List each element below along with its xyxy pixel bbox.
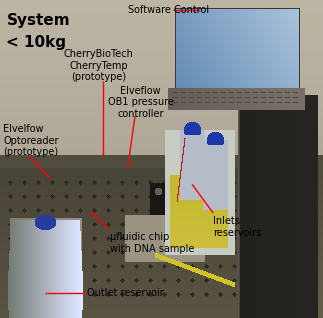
- Text: < 10kg: < 10kg: [6, 35, 67, 50]
- Text: System: System: [6, 13, 70, 28]
- Text: CherryBioTech
CherryTemp
(prototype): CherryBioTech CherryTemp (prototype): [64, 49, 133, 82]
- Text: μfluidic chip
with DNA sample: μfluidic chip with DNA sample: [110, 232, 194, 254]
- Text: Inlets
reservoirs: Inlets reservoirs: [213, 216, 262, 238]
- Text: Outlet reservoir: Outlet reservoir: [87, 287, 164, 298]
- Text: Elveflow
OB1 pressure
controller: Elveflow OB1 pressure controller: [108, 86, 173, 119]
- Text: Software Control: Software Control: [128, 4, 209, 15]
- Text: Elvelfow
Optoreader
(prototype): Elvelfow Optoreader (prototype): [3, 124, 59, 157]
